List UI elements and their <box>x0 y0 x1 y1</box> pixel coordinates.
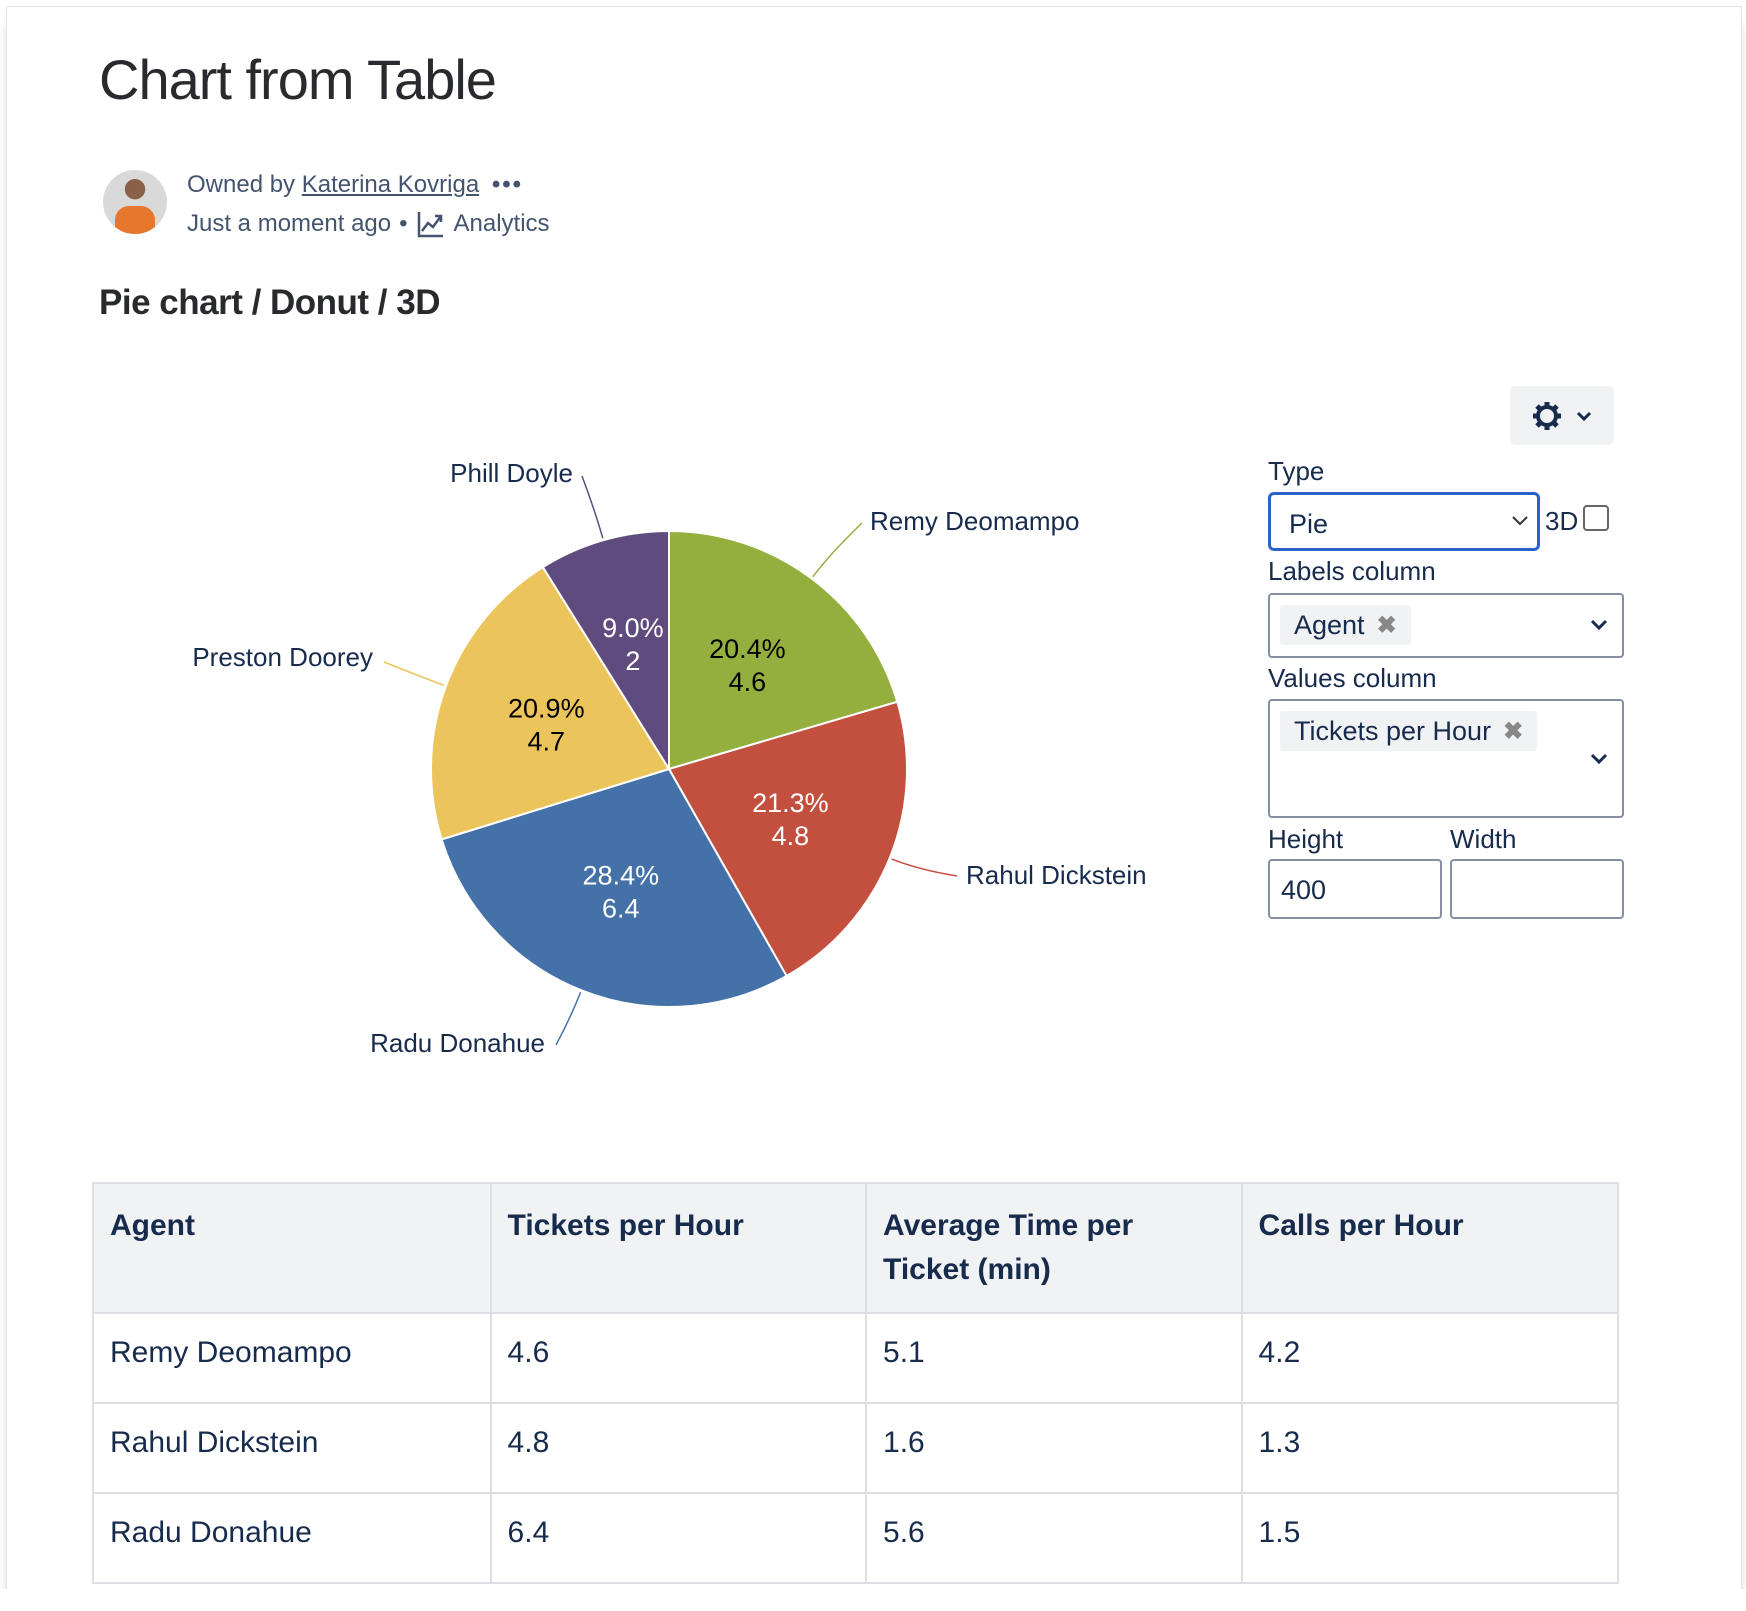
values-column-label: Values column <box>1268 663 1437 693</box>
labels-column-label: Labels column <box>1268 556 1436 586</box>
section-heading: Pie chart / Donut / 3D <box>99 283 441 322</box>
slice-value-label: 6.4 <box>602 894 640 924</box>
height-label: Height <box>1268 824 1344 854</box>
table-cell: 5.1 <box>865 1312 1243 1404</box>
remove-icon[interactable]: ✖ <box>1376 611 1397 639</box>
analytics-link[interactable]: Analytics <box>453 210 550 237</box>
table-cell: 4.8 <box>489 1402 868 1494</box>
leader-line <box>812 522 863 578</box>
table-cell: 4.2 <box>1240 1312 1620 1404</box>
table-cell: Remy Deomampo <box>92 1312 492 1404</box>
slice-value-label: 2 <box>625 646 640 676</box>
chevron-down-icon <box>1590 619 1608 631</box>
owner-link[interactable]: Katerina Kovriga <box>301 171 480 198</box>
analytics-icon <box>417 212 443 238</box>
column-header: Tickets per Hour <box>489 1182 868 1314</box>
gear-icon <box>1533 401 1561 430</box>
width-label: Width <box>1450 824 1517 854</box>
chevron-down-icon <box>1576 411 1592 421</box>
type-value: Pie <box>1289 509 1329 539</box>
timestamp-line: Just a moment ago • Analytics <box>187 209 550 239</box>
table-cell: Rahul Dickstein <box>92 1402 492 1494</box>
tickets-per-hour-chip: Tickets per Hour ✖ <box>1280 711 1538 751</box>
chevron-down-icon <box>1590 753 1608 765</box>
labels-column-select[interactable]: Agent ✖ <box>1268 593 1624 658</box>
table-cell: Radu Donahue <box>92 1492 492 1584</box>
chip-label: Tickets per Hour <box>1294 715 1492 746</box>
table-cell: 1.6 <box>865 1402 1243 1494</box>
owner-line: Owned by Katerina Kovriga ••• <box>187 171 523 199</box>
slice-category-label: Remy Deomampo <box>870 506 1080 536</box>
type-select[interactable]: Pie <box>1268 492 1540 551</box>
table-header-row: Agent Tickets per Hour Average Time per … <box>92 1182 1620 1314</box>
leader-line <box>555 991 582 1046</box>
slice-percent-label: 20.9% <box>508 693 585 723</box>
more-horizontal-icon[interactable]: ••• <box>491 171 524 198</box>
pie-slice[interactable] <box>430 565 671 841</box>
slice-value-label: 4.7 <box>528 726 566 756</box>
column-header: Agent <box>92 1182 492 1314</box>
table-cell: 1.5 <box>1240 1492 1620 1584</box>
column-header: Calls per Hour <box>1240 1182 1620 1314</box>
slice-percent-label: 20.4% <box>709 634 786 664</box>
timestamp: Just a moment ago <box>187 210 392 237</box>
pie-slice[interactable] <box>667 700 908 978</box>
chart-settings-button[interactable] <box>1510 386 1614 445</box>
3d-checkbox[interactable] <box>1583 505 1609 531</box>
bottom-margin <box>0 1589 1746 1611</box>
leader-line <box>383 661 445 687</box>
avatar[interactable] <box>103 170 167 234</box>
leader-line <box>581 475 604 539</box>
pie-slice[interactable] <box>541 529 670 773</box>
owner-prefix: Owned by <box>187 171 296 198</box>
3d-label: 3D <box>1545 506 1579 536</box>
data-table: Agent Tickets per Hour Average Time per … <box>92 1182 1620 1584</box>
page-title: Chart from Table <box>99 48 497 111</box>
table-row: Remy Deomampo 4.6 5.1 4.2 <box>92 1312 1620 1404</box>
slice-category-label: Rahul Dickstein <box>966 860 1147 890</box>
slice-category-label: Phill Doyle <box>450 458 573 488</box>
height-input[interactable]: 400 <box>1268 859 1442 919</box>
slice-value-label: 4.8 <box>772 821 810 851</box>
table-cell: 1.3 <box>1240 1402 1620 1494</box>
slice-value-label: 4.6 <box>729 667 767 697</box>
type-label: Type <box>1268 456 1325 486</box>
agent-chip: Agent ✖ <box>1280 605 1411 645</box>
slice-percent-label: 21.3% <box>752 788 829 818</box>
chevron-down-icon <box>1512 516 1528 526</box>
separator: • <box>399 210 408 237</box>
table-cell: 5.6 <box>865 1492 1243 1584</box>
table-cell: 6.4 <box>489 1492 868 1584</box>
slice-category-label: Preston Doorey <box>192 642 373 672</box>
leader-line <box>891 858 958 877</box>
table-row: Rahul Dickstein 4.8 1.6 1.3 <box>92 1402 1620 1494</box>
pie-slice[interactable] <box>668 529 899 771</box>
pie-slice[interactable] <box>440 767 788 1008</box>
width-input[interactable] <box>1450 859 1624 919</box>
values-column-select[interactable]: Tickets per Hour ✖ <box>1268 699 1624 818</box>
remove-icon[interactable]: ✖ <box>1503 717 1524 745</box>
column-header: Average Time per Ticket (min) <box>865 1182 1243 1314</box>
slice-percent-label: 9.0% <box>602 613 664 643</box>
height-value: 400 <box>1281 875 1327 905</box>
table-cell: 4.6 <box>489 1312 868 1404</box>
chip-label: Agent <box>1294 609 1365 640</box>
slice-percent-label: 28.4% <box>583 861 660 891</box>
slice-category-label: Radu Donahue <box>370 1028 545 1058</box>
table-row: Radu Donahue 6.4 5.6 1.5 <box>92 1492 1620 1584</box>
